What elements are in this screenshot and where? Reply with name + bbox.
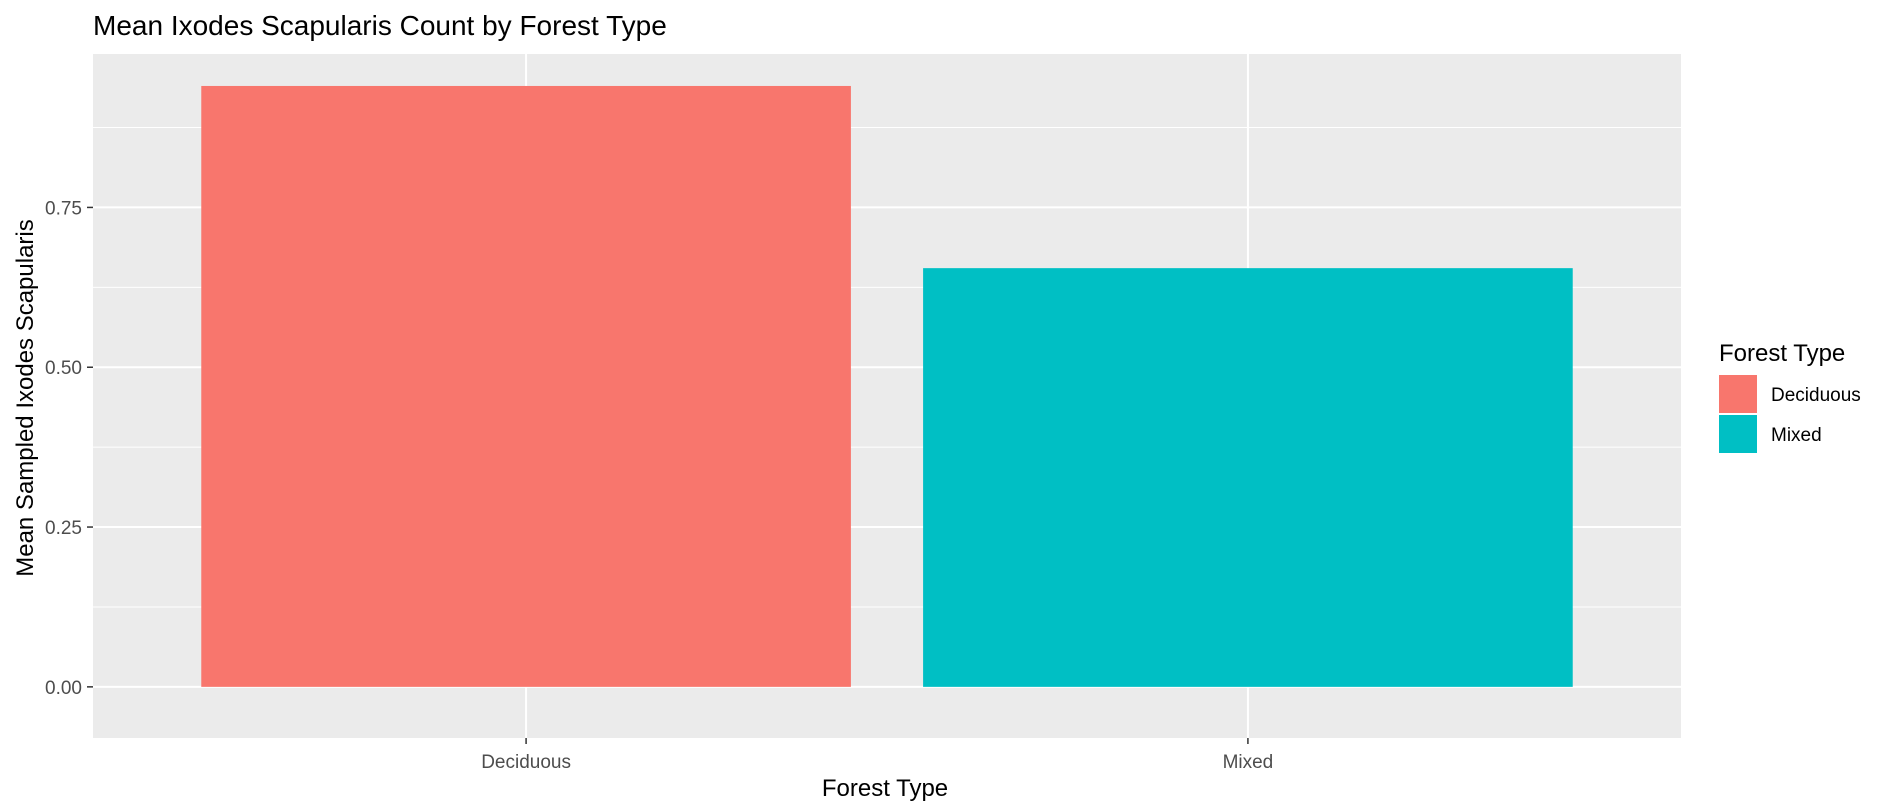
y-tick-label: 0.00 bbox=[45, 678, 82, 699]
y-tick-label: 0.75 bbox=[45, 198, 82, 219]
legend-key-deciduous bbox=[1719, 375, 1757, 413]
y-axis: 0.00 0.25 0.50 0.75 bbox=[45, 198, 93, 699]
bar-deciduous bbox=[201, 85, 851, 687]
x-tick-label: Deciduous bbox=[481, 752, 571, 773]
y-axis-title: Mean Sampled Ixodes Scapularis bbox=[12, 219, 39, 577]
legend: Forest Type Deciduous Mixed bbox=[1719, 340, 1861, 453]
bars bbox=[201, 85, 1573, 687]
chart-title: Mean Ixodes Scapularis Count by Forest T… bbox=[93, 10, 667, 41]
legend-key-mixed bbox=[1719, 415, 1757, 453]
legend-label-mixed: Mixed bbox=[1771, 425, 1822, 446]
x-tick-label: Mixed bbox=[1223, 752, 1274, 773]
bar-mixed bbox=[923, 268, 1573, 687]
x-axis: Deciduous Mixed bbox=[481, 738, 1273, 773]
legend-items: Deciduous Mixed bbox=[1719, 375, 1861, 453]
x-axis-title: Forest Type bbox=[822, 775, 948, 802]
legend-title: Forest Type bbox=[1719, 340, 1845, 367]
y-tick-label: 0.25 bbox=[45, 518, 82, 539]
legend-label-deciduous: Deciduous bbox=[1771, 385, 1861, 406]
y-tick-label: 0.50 bbox=[45, 358, 82, 379]
